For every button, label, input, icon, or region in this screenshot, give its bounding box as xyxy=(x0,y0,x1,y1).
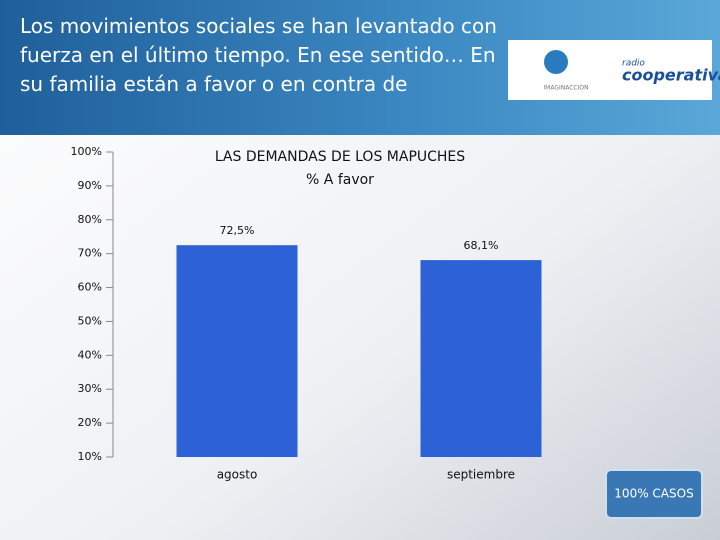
y-tick-label: 80% xyxy=(78,213,102,226)
logo-icon xyxy=(544,50,568,74)
y-tick-label: 30% xyxy=(78,382,102,395)
footer: 100% CASOS xyxy=(614,487,693,501)
value-label: 72,5% xyxy=(220,224,255,237)
logo-right-top: radio xyxy=(622,59,645,69)
value-label: 68,1% xyxy=(464,239,499,252)
bar xyxy=(176,245,298,457)
chart-title: LAS DEMANDAS DE LOS MAPUCHES xyxy=(215,149,465,165)
y-tick-label: 40% xyxy=(78,348,102,361)
footer-box xyxy=(605,469,703,519)
y-tick-label: 70% xyxy=(78,247,102,260)
y-tick-label: 10% xyxy=(78,450,102,463)
y-tick-label: 100% xyxy=(71,145,102,158)
x-tick-label: agosto xyxy=(217,468,258,482)
question: Los movimientos sociales se han levantad… xyxy=(20,14,497,96)
y-tick-label: 50% xyxy=(78,314,102,327)
logo-left: IMAGINACCION xyxy=(543,85,588,92)
x-tick-label: septiembre xyxy=(447,468,515,482)
bar xyxy=(420,260,542,457)
logo-box xyxy=(508,40,712,100)
chart-subtitle: % A favor xyxy=(306,172,374,188)
y-tick-label: 20% xyxy=(78,416,102,429)
logo-right: cooperativa xyxy=(622,66,720,85)
y-tick-label: 60% xyxy=(78,281,102,294)
y-tick-label: 90% xyxy=(78,179,102,192)
